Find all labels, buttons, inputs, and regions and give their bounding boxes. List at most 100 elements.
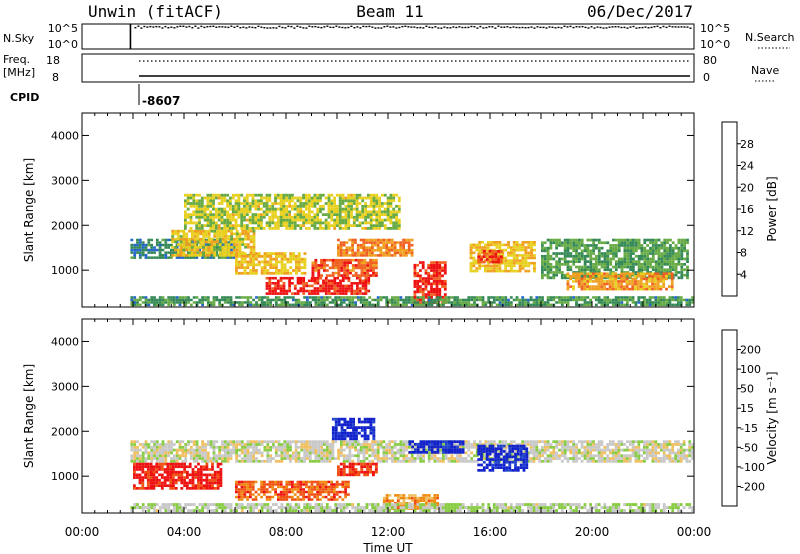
freq-tick-bottom: 8 <box>52 71 59 84</box>
data-cell <box>237 263 241 267</box>
data-cell <box>592 257 595 261</box>
data-cell <box>640 249 644 253</box>
data-cell <box>289 457 292 460</box>
data-cell <box>218 298 221 302</box>
data-cell <box>490 303 493 307</box>
data-cell <box>279 215 283 219</box>
data-cell <box>303 303 306 307</box>
data-cell <box>620 257 624 261</box>
data-cell <box>651 238 655 242</box>
data-cell <box>175 448 179 452</box>
data-cell <box>372 258 375 262</box>
data-cell <box>346 266 349 270</box>
data-cell <box>685 298 689 302</box>
data-cell <box>443 293 447 296</box>
data-cell <box>285 215 289 219</box>
data-cell <box>555 301 558 304</box>
data-cell <box>552 238 556 242</box>
data-cell <box>413 298 417 302</box>
data-cell <box>330 224 334 227</box>
data-cell <box>286 257 290 261</box>
data-cell <box>230 235 233 238</box>
data-cell <box>339 243 343 247</box>
data-cell <box>328 443 332 446</box>
data-cell <box>396 448 400 452</box>
data-cell <box>311 448 315 452</box>
data-cell <box>470 443 474 446</box>
nsky-sample <box>395 27 398 29</box>
data-cell <box>442 301 445 304</box>
data-cell <box>274 210 277 214</box>
colorbar-tick-label: 28 <box>740 138 754 151</box>
data-cell <box>642 275 646 278</box>
data-cell <box>257 440 261 444</box>
data-cell <box>226 256 230 259</box>
data-cell <box>592 265 595 269</box>
data-cell <box>410 303 414 307</box>
data-cell <box>363 274 367 277</box>
data-cell <box>360 271 364 275</box>
data-cell <box>472 251 476 255</box>
data-cell <box>343 266 347 270</box>
data-cell <box>189 193 193 197</box>
data-cell <box>634 249 638 253</box>
nsky-sample <box>218 26 221 28</box>
data-cell <box>337 269 341 272</box>
data-cell <box>226 451 230 455</box>
data-cell <box>683 238 686 242</box>
data-cell <box>669 254 672 258</box>
data-cell <box>541 271 544 274</box>
data-cell <box>223 445 227 449</box>
data-cell <box>643 252 647 255</box>
data-cell <box>300 445 304 449</box>
data-cell <box>549 303 553 307</box>
data-cell <box>247 237 250 241</box>
data-cell <box>626 263 630 266</box>
data-cell <box>637 263 641 266</box>
nsky-sample <box>191 27 194 29</box>
data-cell <box>246 459 250 463</box>
data-cell <box>622 272 626 275</box>
data-cell <box>235 448 238 452</box>
data-cell <box>221 440 224 444</box>
data-cell <box>274 448 278 452</box>
data-cell <box>217 213 221 216</box>
data-cell <box>385 459 389 463</box>
data-cell <box>501 254 505 257</box>
data-cell <box>195 251 199 254</box>
data-cell <box>347 287 351 290</box>
data-cell <box>133 457 137 460</box>
data-cell <box>640 263 644 266</box>
data-cell <box>186 207 190 211</box>
data-cell <box>382 251 386 255</box>
data-cell <box>622 275 626 278</box>
data-cell <box>660 241 664 245</box>
data-cell <box>467 298 471 302</box>
data-cell <box>478 296 482 299</box>
data-cell <box>243 454 247 458</box>
data-cell <box>220 210 224 214</box>
data-cell <box>286 443 289 446</box>
data-cell <box>677 296 680 299</box>
nsky-sample <box>137 25 140 27</box>
data-cell <box>323 296 326 299</box>
nsky-sample <box>326 25 329 27</box>
data-cell <box>609 249 613 253</box>
data-cell <box>279 218 283 222</box>
data-cell <box>192 454 196 458</box>
data-cell <box>174 248 177 252</box>
data-cell <box>300 266 304 269</box>
data-cell <box>285 196 289 200</box>
data-cell <box>229 213 232 216</box>
data-cell <box>265 196 269 200</box>
data-cell <box>190 232 194 236</box>
data-cell <box>386 210 390 214</box>
data-cell <box>359 246 363 249</box>
data-cell <box>639 277 643 281</box>
data-cell <box>357 448 360 452</box>
data-cell <box>234 202 238 205</box>
data-cell <box>507 303 510 307</box>
data-cell <box>589 272 592 275</box>
data-cell <box>266 255 270 258</box>
data-cell <box>289 255 293 258</box>
